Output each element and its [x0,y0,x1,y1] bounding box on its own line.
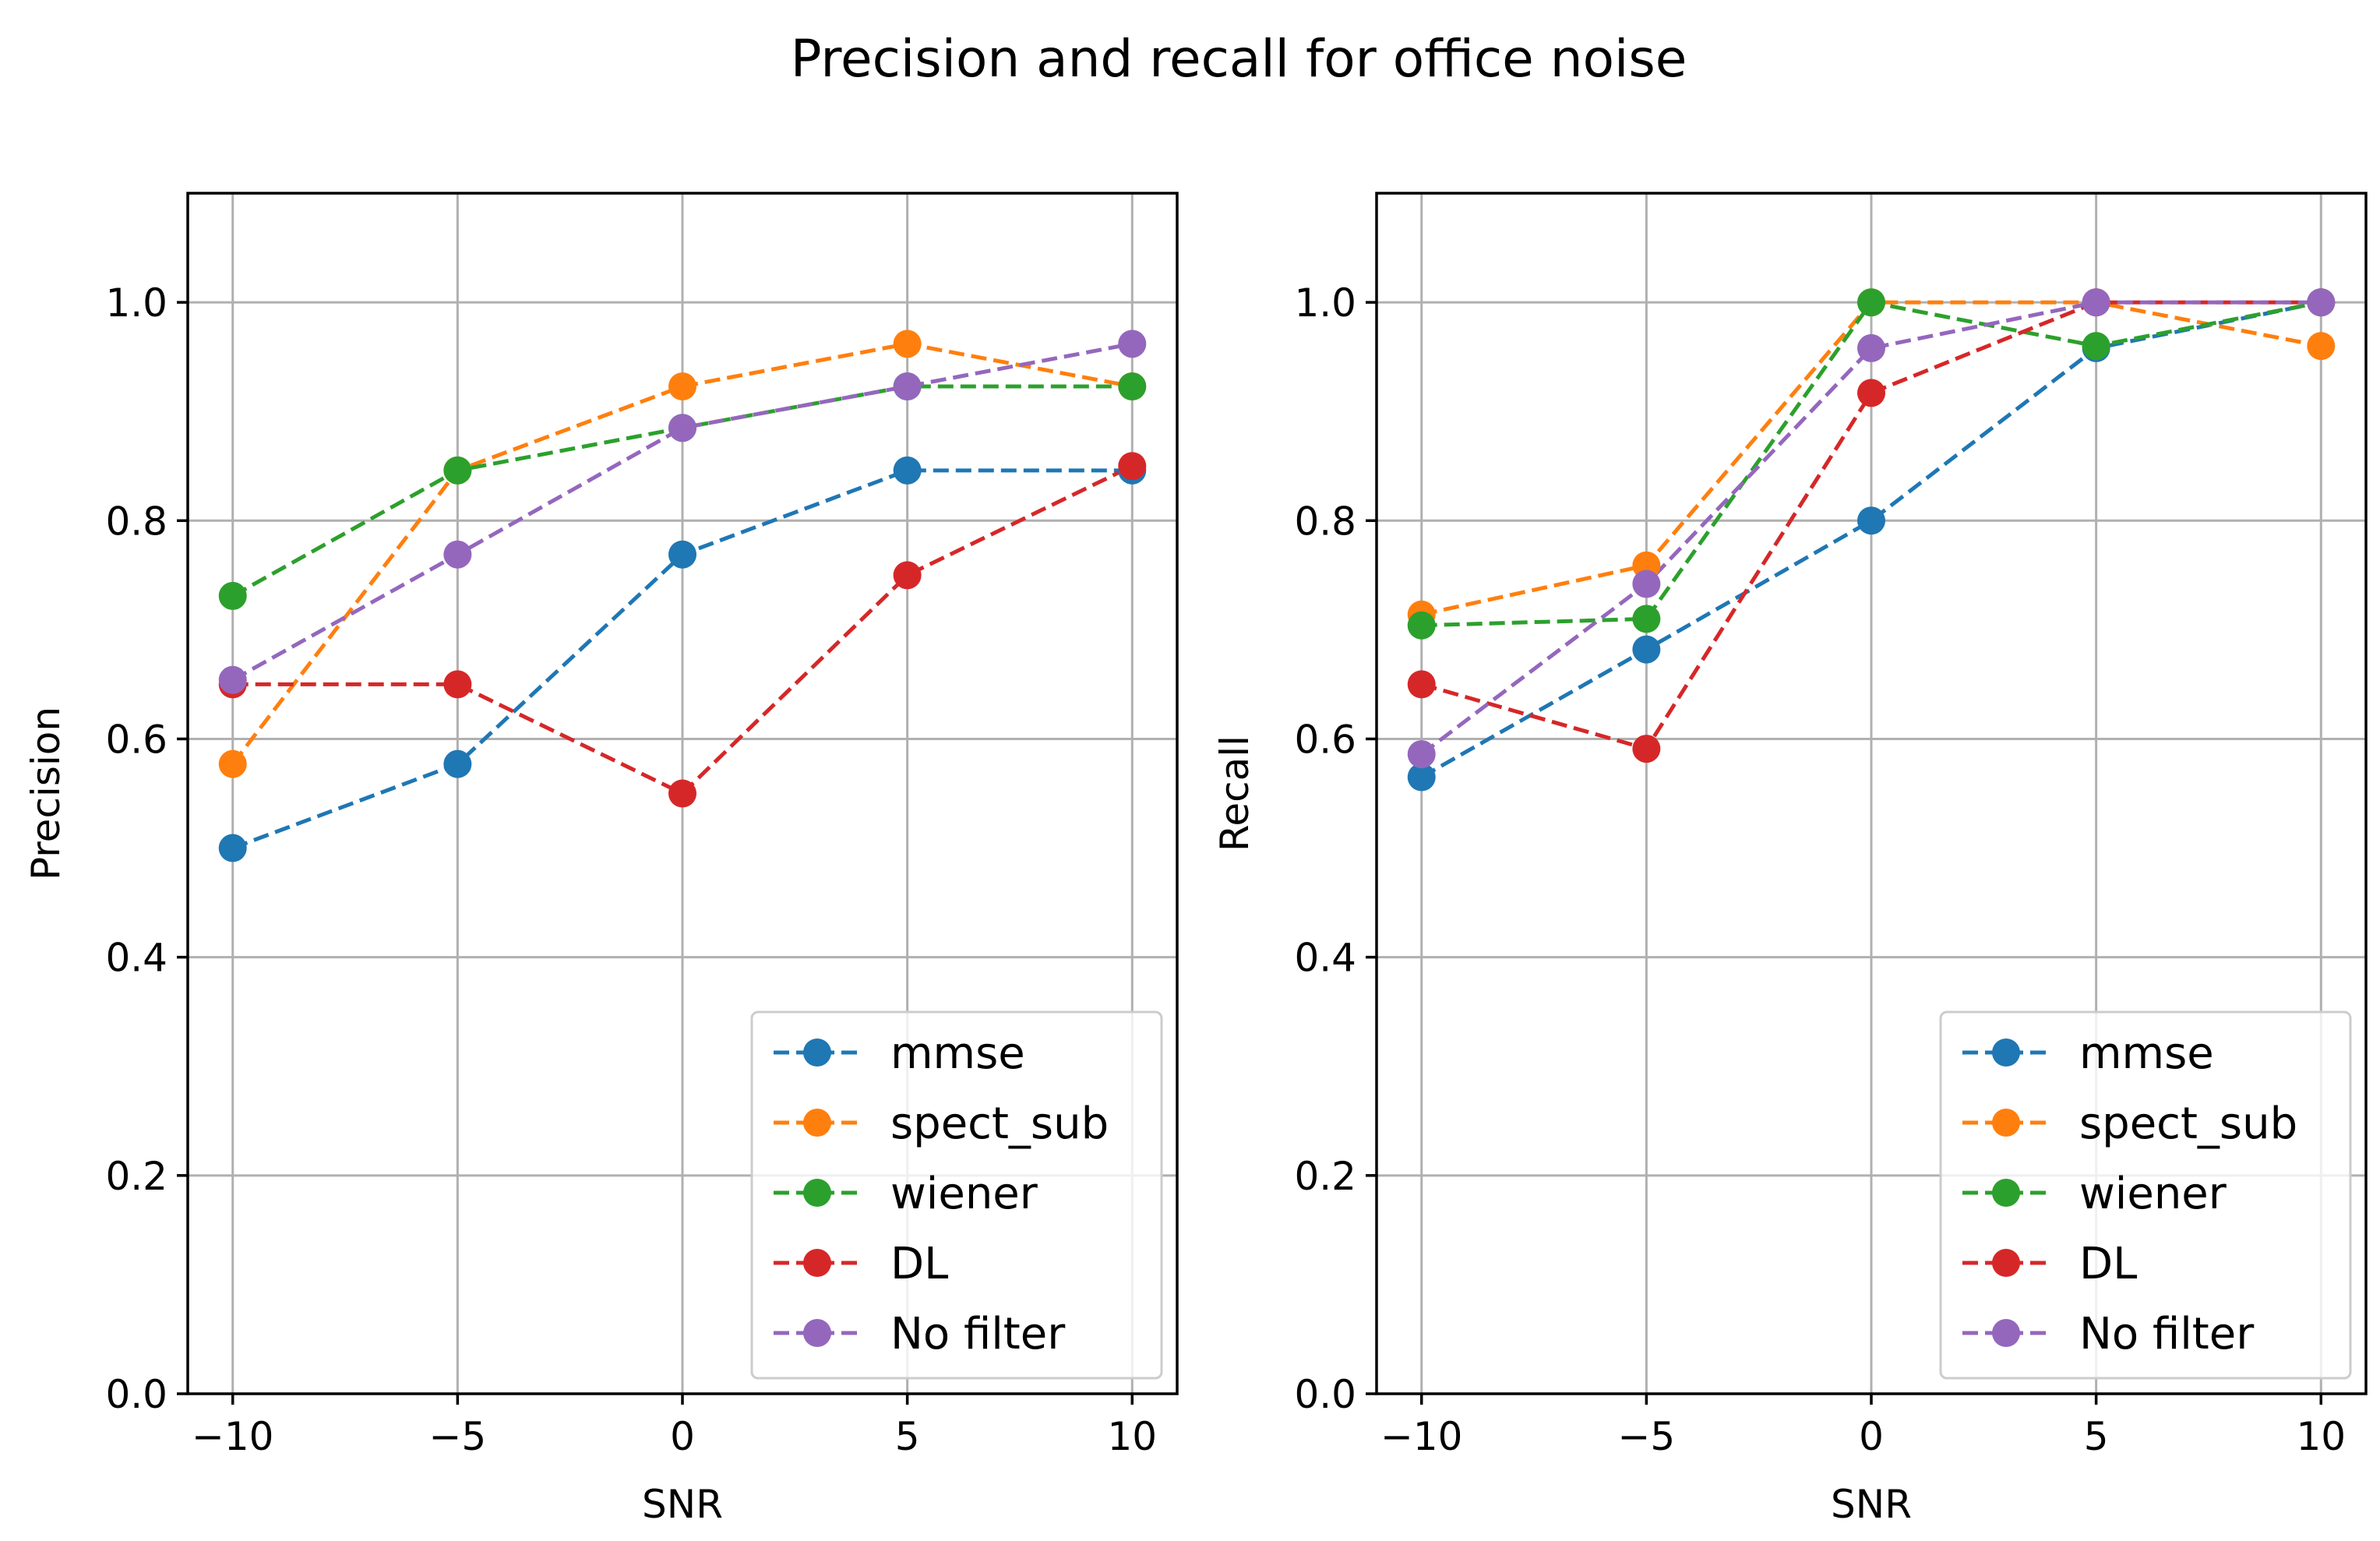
precision-x-tick-label: −5 [429,1414,487,1459]
recall-point-no-filter [1632,570,1661,598]
precision-legend-marker-spect-sub [803,1109,831,1137]
precision-point-wiener [443,456,472,485]
precision-point-spect-sub [893,330,922,358]
precision-legend-marker-wiener [803,1179,831,1207]
precision-y-tick-label: 0.0 [105,1372,167,1417]
precision-x-tick-label: 10 [1107,1414,1157,1459]
precision-point-dl [668,779,696,808]
recall-series-line-no-filter [1420,300,2322,756]
precision-y-tick-label: 0.8 [105,499,167,544]
precision-point-mmse [218,834,247,862]
recall-y-tick-label: 0.8 [1294,499,1356,544]
precision-point-mmse [668,540,696,569]
precision-series-line-spect-sub [231,341,1133,766]
recall-point-no-filter [1407,740,1436,769]
precision-point-spect-sub [668,372,696,400]
precision-point-mmse [443,749,472,778]
recall-legend-label-wiener: wiener [2079,1169,2227,1219]
recall-y-tick-label: 0.4 [1294,936,1356,981]
precision-point-no-filter [218,665,247,694]
recall-x-tick-label: 0 [1859,1414,1884,1459]
precision-x-tick-label: 0 [670,1414,695,1459]
precision-legend-label-spect-sub: spect_sub [890,1098,1109,1149]
recall-point-wiener [2082,332,2110,361]
precision-y-tick-label: 1.0 [105,280,167,326]
precision-legend-marker-dl [803,1249,831,1277]
recall-point-dl [1407,670,1436,699]
recall-x-tick-label: 10 [2296,1414,2346,1459]
precision-y-tick-label: 0.6 [105,717,167,762]
recall-x-tick-label: −5 [1618,1414,1676,1459]
precision-point-dl [443,670,472,699]
precision-legend-box [750,1010,1163,1380]
recall-point-mmse [1407,763,1436,792]
precision-point-wiener [1118,372,1147,400]
recall-point-wiener [1857,288,1885,317]
recall-series-line-mmse [1420,300,2322,779]
recall-point-wiener [1632,605,1661,633]
recall-point-spect-sub [2307,332,2336,361]
precision-point-no-filter [668,414,696,443]
recall-point-no-filter [1857,333,1885,362]
recall-y-axis-label: Recall [1212,735,1257,852]
recall-legend-label-dl: DL [2079,1239,2137,1289]
recall-x-tick-label: 5 [2084,1414,2109,1459]
precision-x-tick-label: 5 [895,1414,920,1459]
precision-legend-label-no-filter: No filter [890,1309,1066,1359]
recall-point-wiener [1407,611,1436,640]
precision-legend-label-wiener: wiener [890,1169,1038,1219]
recall-legend-marker-mmse [1992,1038,2020,1067]
precision-panel: −10 −5 0 5 10 0.0 0.2 0.4 0.6 0.8 1.0 SNR Precision m… [23,192,1179,1527]
recall-legend-box [1939,1010,2352,1380]
recall-y-tick-label: 0.2 [1294,1154,1356,1199]
precision-legend-label-mmse: mmse [890,1028,1025,1079]
recall-panel: −10 −5 0 5 10 0.0 0.2 0.4 0.6 0.8 1.0 SNR Recall mmse… [1212,192,2368,1527]
recall-legend-marker-no-filter [1992,1319,2020,1347]
precision-point-dl [893,561,922,590]
recall-x-tick-label: −10 [1380,1414,1463,1459]
recall-legend-marker-spect-sub [1992,1109,2020,1137]
recall-point-dl [1857,379,1885,407]
recall-legend-label-mmse: mmse [2079,1028,2214,1079]
precision-y-tick-label: 0.2 [105,1154,167,1199]
recall-legend-label-no-filter: No filter [2079,1309,2255,1359]
precision-legend-marker-no-filter [803,1319,831,1347]
recall-legend-marker-dl [1992,1249,2020,1277]
precision-point-no-filter [1118,330,1147,358]
recall-point-mmse [1857,506,1885,535]
precision-point-dl [1118,452,1147,481]
recall-y-tick-label: 0.0 [1294,1372,1356,1417]
precision-point-no-filter [893,372,922,400]
recall-y-tick-label: 0.6 [1294,717,1356,762]
recall-point-no-filter [2307,288,2336,317]
precision-y-axis-label: Precision [23,707,69,880]
precision-point-wiener [218,581,247,610]
recall-point-mmse [1632,635,1661,664]
figure-title: Precision and recall for office noise [791,29,1687,89]
precision-point-no-filter [443,540,472,569]
recall-x-axis-label: SNR [1831,1482,1912,1527]
recall-legend-label-spect-sub: spect_sub [2079,1098,2297,1149]
precision-x-tick-label: −10 [192,1414,274,1459]
precision-point-mmse [893,456,922,485]
recall-point-dl [1632,735,1661,763]
recall-y-tick-label: 1.0 [1294,280,1356,326]
recall-point-no-filter [2082,288,2110,317]
precision-legend-label-dl: DL [890,1239,948,1289]
precision-legend-marker-mmse [803,1038,831,1067]
precision-series-line-no-filter [231,341,1133,682]
precision-x-axis-label: SNR [642,1482,723,1527]
recall-legend-marker-wiener [1992,1179,2020,1207]
precision-point-spect-sub [218,749,247,778]
precision-y-tick-label: 0.4 [105,936,167,981]
